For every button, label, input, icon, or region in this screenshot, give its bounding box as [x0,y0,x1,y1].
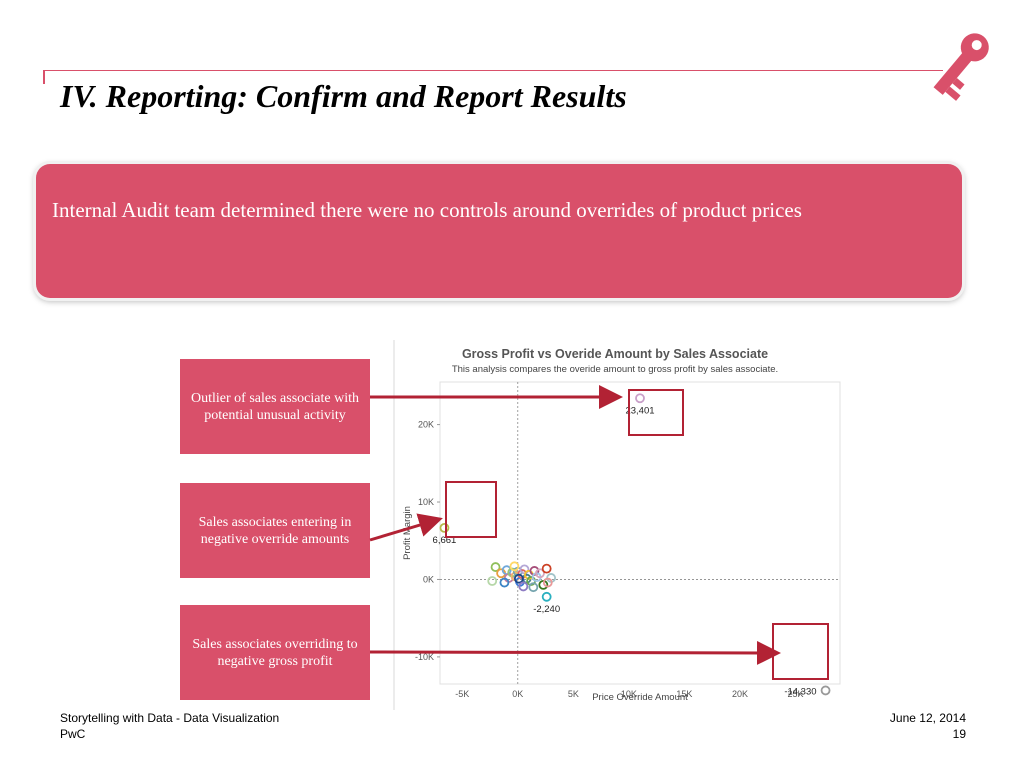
scatter-point [541,591,552,602]
footer-right: June 12, 2014 19 [890,710,966,742]
finding-text: Internal Audit team determined there wer… [52,198,802,222]
point-value-label: -14,330 [784,686,816,697]
scatter-point [535,568,545,579]
data-points [439,393,831,696]
title-rule-tick [43,70,45,84]
y-axis-label: Profit Margin [402,506,413,560]
point-value-label: -2,240 [533,604,560,615]
callout-negative-override: Sales associates entering in negative ov… [180,483,370,578]
finding-banner: Internal Audit team determined there wer… [36,164,962,298]
scatter-point [518,581,529,592]
scatter-point [820,685,831,696]
slide-title: IV. Reporting: Confirm and Report Result… [60,78,627,114]
footer-company: PwC [60,727,86,741]
y-tick-label: -10K [415,652,434,662]
x-tick-label: 25K [788,689,804,699]
y-tick-label: 0K [423,574,434,584]
y-tick-label: 10K [418,497,434,507]
plot-frame [439,381,841,685]
point-value-label: 6,661 [433,535,457,546]
chart-title: Gross Profit vs Overide Amount by Sales … [462,347,768,361]
scatter-point [490,562,501,572]
chart-subtitle: This analysis compares the overide amoun… [452,364,778,375]
axis-ticks: -5K 0K 5K 10K 15K 20K 25K -10K 0K 10K 20K [415,420,804,699]
x-tick-label: -5K [455,689,469,699]
x-axis-label: Price Override Amount [592,692,688,703]
scatter-point [513,573,524,584]
x-tick-label: 5K [568,689,579,699]
callout-negative-profit: Sales associates overriding to negative … [180,605,370,700]
scatter-chart: Gross Profit vs Overide Amount by Sales … [393,340,841,710]
x-tick-label: 20K [732,689,748,699]
scatter-point [439,522,450,533]
x-tick-label: 0K [512,689,523,699]
scatter-point [635,393,645,404]
scatter-point [541,563,552,574]
reference-lines [440,382,840,684]
scatter-point [528,582,539,593]
footer-left: Storytelling with Data - Data Visualizat… [60,710,279,742]
callout-outlier: Outlier of sales associate with potentia… [180,359,370,454]
data-labels: 23,401 6,661 -2,240 -14,330 [433,405,817,697]
scatter-point [499,577,510,588]
footer-page-number: 19 [952,727,966,741]
scatter-point [509,561,520,572]
title-rule [43,70,943,71]
point-value-label: 23,401 [625,405,654,416]
key-icon [933,33,989,101]
y-tick-label: 20K [418,420,434,430]
scatter-point [542,577,553,588]
x-tick-label: 10K [621,689,637,699]
scatter-point [529,566,540,576]
scatter-point [487,576,498,586]
footer-date: June 12, 2014 [889,711,966,725]
x-tick-label: 15K [676,689,692,699]
footer-presentation-title: Storytelling with Data - Data Visualizat… [60,711,280,725]
